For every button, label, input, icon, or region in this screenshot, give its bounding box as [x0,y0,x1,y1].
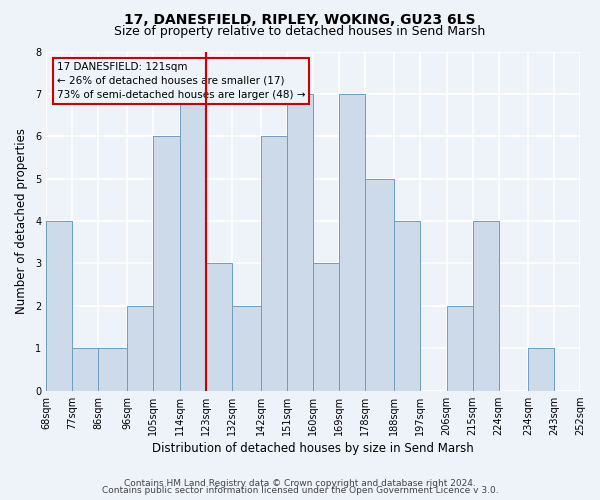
Text: 17, DANESFIELD, RIPLEY, WOKING, GU23 6LS: 17, DANESFIELD, RIPLEY, WOKING, GU23 6LS [124,12,476,26]
Bar [261,136,287,390]
Bar [287,94,313,390]
Text: Contains public sector information licensed under the Open Government Licence v : Contains public sector information licen… [101,486,499,495]
Bar [46,221,72,390]
Bar [127,306,154,390]
Bar [179,94,206,390]
Bar [313,264,339,390]
Bar [446,306,473,390]
X-axis label: Distribution of detached houses by size in Send Marsh: Distribution of detached houses by size … [152,442,474,455]
Bar [154,136,179,390]
Y-axis label: Number of detached properties: Number of detached properties [15,128,28,314]
Bar [339,94,365,390]
Bar [206,264,232,390]
Bar [394,221,421,390]
Bar [72,348,98,391]
Text: Size of property relative to detached houses in Send Marsh: Size of property relative to detached ho… [115,25,485,38]
Text: 17 DANESFIELD: 121sqm
← 26% of detached houses are smaller (17)
73% of semi-deta: 17 DANESFIELD: 121sqm ← 26% of detached … [57,62,305,100]
Bar [232,306,261,390]
Bar [528,348,554,391]
Text: Contains HM Land Registry data © Crown copyright and database right 2024.: Contains HM Land Registry data © Crown c… [124,478,476,488]
Bar [98,348,127,391]
Bar [473,221,499,390]
Bar [365,178,394,390]
